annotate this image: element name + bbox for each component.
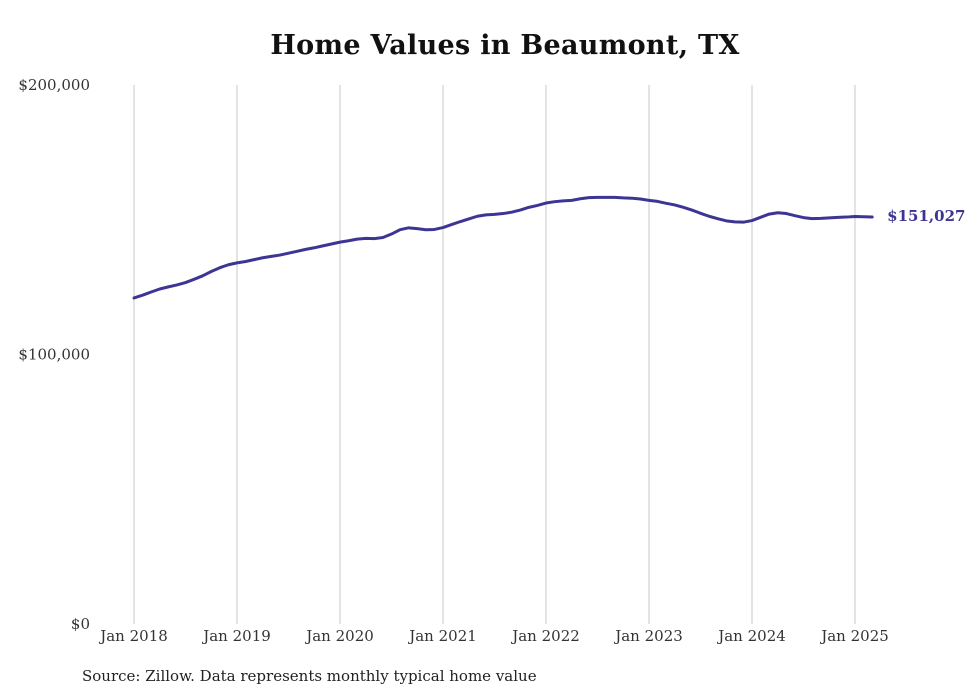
y-tick-label: $100,000 [18,346,90,364]
x-tick-label: Jan 2023 [613,627,683,645]
x-tick-label: Jan 2020 [304,627,374,645]
x-tick-label: Jan 2024 [716,627,786,645]
y-axis-tick-labels: $0 $100,000 $200,000 [18,76,90,633]
chart-title: Home Values in Beaumont, TX [270,30,740,61]
x-tick-label: Jan 2025 [819,627,889,645]
source-note: Source: Zillow. Data represents monthly … [82,667,537,685]
x-axis-tick-labels: Jan 2018 Jan 2019 Jan 2020 Jan 2021 Jan 2022… [98,627,889,645]
x-tick-label: Jan 2022 [510,627,580,645]
x-tick-label: Jan 2021 [407,627,477,645]
series-line [132,195,874,300]
x-tick-label: Jan 2019 [201,627,271,645]
grid-lines [133,85,856,624]
end-value-label: $151,027 [887,207,965,225]
end-label-group: $151,027 [887,207,965,225]
y-tick-label: $200,000 [18,76,90,94]
series-line-group [132,195,874,300]
x-tick-label: Jan 2018 [98,627,168,645]
y-tick-label: $0 [71,615,90,633]
